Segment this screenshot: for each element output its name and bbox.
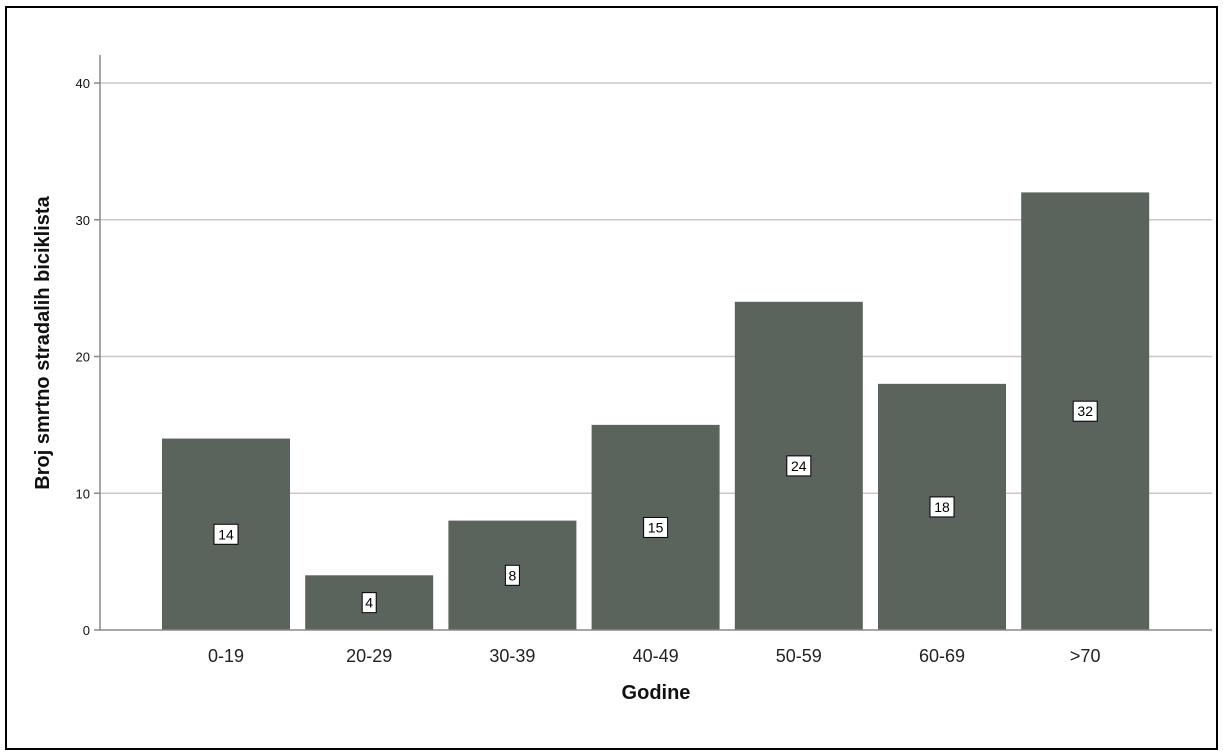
x-tick-labels: 0-19 20-29 30-39 40-49 50-59 60-69 >70 [208,646,1100,666]
y-tick-label: 0 [83,623,90,638]
data-label-box [786,455,812,477]
data-label-box [361,592,377,614]
data-label-box [929,496,955,518]
data-label: 18 [934,499,950,515]
x-tick-label: 20-29 [346,646,392,666]
axes [99,55,1212,631]
y-tick-labels: 0 10 20 30 40 [76,76,90,638]
y-tick-label: 30 [76,213,90,228]
data-label: 15 [648,519,664,535]
x-axis-title: Godine [622,682,691,704]
bars [162,192,1150,630]
data-label: 32 [1077,403,1093,419]
data-label: 14 [218,526,234,542]
data-label-box [504,564,520,586]
x-tick-label: 60-69 [919,646,965,666]
y-tick-label: 40 [76,76,90,91]
data-label-box [643,516,669,538]
y-tick-label: 20 [76,350,90,365]
y-axis-title: Broj smrtno stradalih biciklista [32,195,54,489]
x-tick-label: 40-49 [633,646,679,666]
data-label: 4 [365,595,373,611]
y-tick-label: 10 [76,486,90,501]
x-tick-label: 0-19 [208,646,244,666]
data-label: 24 [791,458,807,474]
data-label-box [213,523,239,545]
data-label-box [1072,400,1098,422]
data-label: 8 [509,567,517,583]
x-tick-label: 50-59 [776,646,822,666]
data-labels: 14 4 8 15 24 18 32 [213,400,1098,614]
x-tick-label: >70 [1070,646,1101,666]
x-tick-label: 30-39 [489,646,535,666]
